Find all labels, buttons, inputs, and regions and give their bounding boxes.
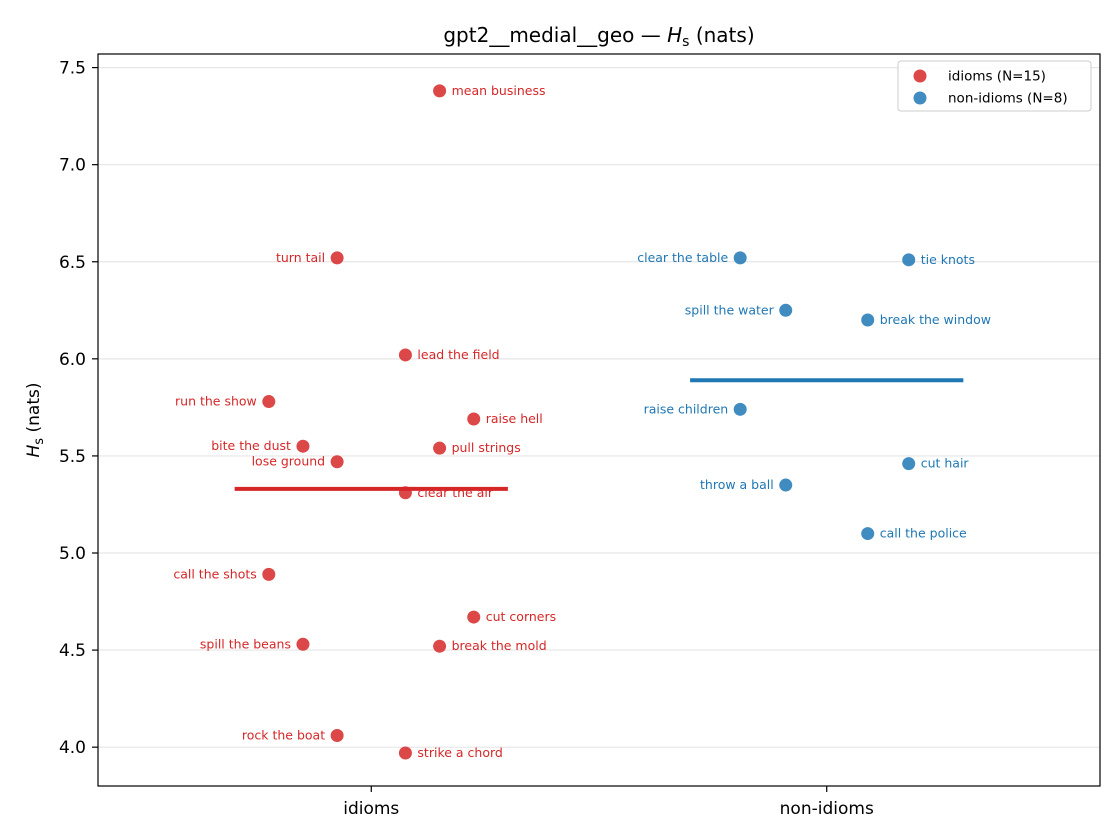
point-label: tie knots — [921, 252, 975, 267]
data-point — [733, 251, 747, 265]
y-tick-label: 6.0 — [59, 350, 86, 370]
data-point — [433, 441, 447, 455]
point-label: pull strings — [452, 440, 521, 455]
point-label: raise children — [644, 401, 729, 416]
point-label: cut corners — [486, 609, 556, 624]
y-tick-label: 4.0 — [59, 738, 86, 758]
data-point — [330, 251, 344, 265]
grid-lines — [98, 66, 1100, 748]
data-point — [861, 527, 875, 541]
data-point — [779, 303, 793, 317]
point-label: cut hair — [921, 456, 970, 471]
data-point — [398, 486, 412, 500]
point-label: raise hell — [486, 411, 543, 426]
legend-box — [897, 60, 1092, 112]
legend-marker-non-idioms — [913, 91, 927, 105]
point-label: break the window — [880, 312, 991, 327]
data-point — [902, 457, 916, 471]
y-tick-label: 7.0 — [59, 156, 86, 176]
data-point — [296, 439, 310, 453]
data-point — [262, 395, 276, 409]
point-label: spill the beans — [200, 636, 291, 651]
data-point — [779, 478, 793, 492]
data-point — [398, 348, 412, 362]
point-label: mean business — [452, 83, 546, 98]
data-point — [398, 746, 412, 760]
legend-label-non-idioms: non-idioms (N=8) — [948, 91, 1068, 107]
point-label: lead the field — [417, 347, 499, 362]
point-label: call the shots — [173, 566, 256, 581]
chart-title: gpt2__medial__geo — Hs (nats) — [443, 23, 754, 50]
mean-lines — [234, 378, 964, 491]
x-axis: idioms non-idioms — [343, 786, 874, 819]
point-label: spill the water — [685, 302, 775, 317]
data-point — [330, 729, 344, 743]
data-point — [433, 84, 447, 98]
data-point — [296, 637, 310, 651]
legend-label-idioms: idioms (N=15) — [948, 69, 1046, 85]
point-label: break the mold — [452, 638, 547, 653]
data-point — [330, 455, 344, 469]
point-label: call the police — [880, 526, 967, 541]
x-tick-label: idioms — [343, 799, 399, 819]
point-label: rock the boat — [242, 728, 325, 743]
x-tick-label: non-idioms — [780, 799, 874, 819]
point-label: lose ground — [252, 454, 326, 469]
point-label: throw a ball — [700, 477, 774, 492]
data-point — [467, 412, 481, 426]
y-axis-label: Hs (nats) — [24, 383, 47, 458]
point-label: turn tail — [276, 250, 325, 265]
legend: idioms (N=15) non-idioms (N=8) — [897, 60, 1092, 112]
y-tick-label: 7.5 — [59, 59, 86, 79]
y-tick-label: 6.5 — [59, 253, 86, 273]
data-point — [467, 610, 481, 624]
point-label: strike a chord — [417, 745, 502, 760]
points — [262, 84, 916, 760]
y-tick-label: 5.5 — [59, 447, 86, 467]
point-label: bite the dust — [211, 438, 291, 453]
point-label: clear the air — [417, 485, 493, 500]
data-point — [433, 639, 447, 653]
point-labels: mean business turn tail lead the field run … — [173, 83, 991, 760]
data-point — [262, 567, 276, 581]
legend-marker-idioms — [913, 69, 927, 83]
plot-frame — [97, 53, 1101, 787]
data-point — [861, 313, 875, 327]
y-tick-label: 4.5 — [59, 641, 86, 661]
data-point — [733, 402, 747, 416]
y-tick-label: 5.0 — [59, 544, 86, 564]
y-axis: 4.0 4.5 5.0 5.5 6.0 6.5 7.0 7.5 — [59, 59, 98, 758]
point-label: clear the table — [637, 250, 728, 265]
point-label: run the show — [175, 394, 257, 409]
data-point — [902, 253, 916, 267]
